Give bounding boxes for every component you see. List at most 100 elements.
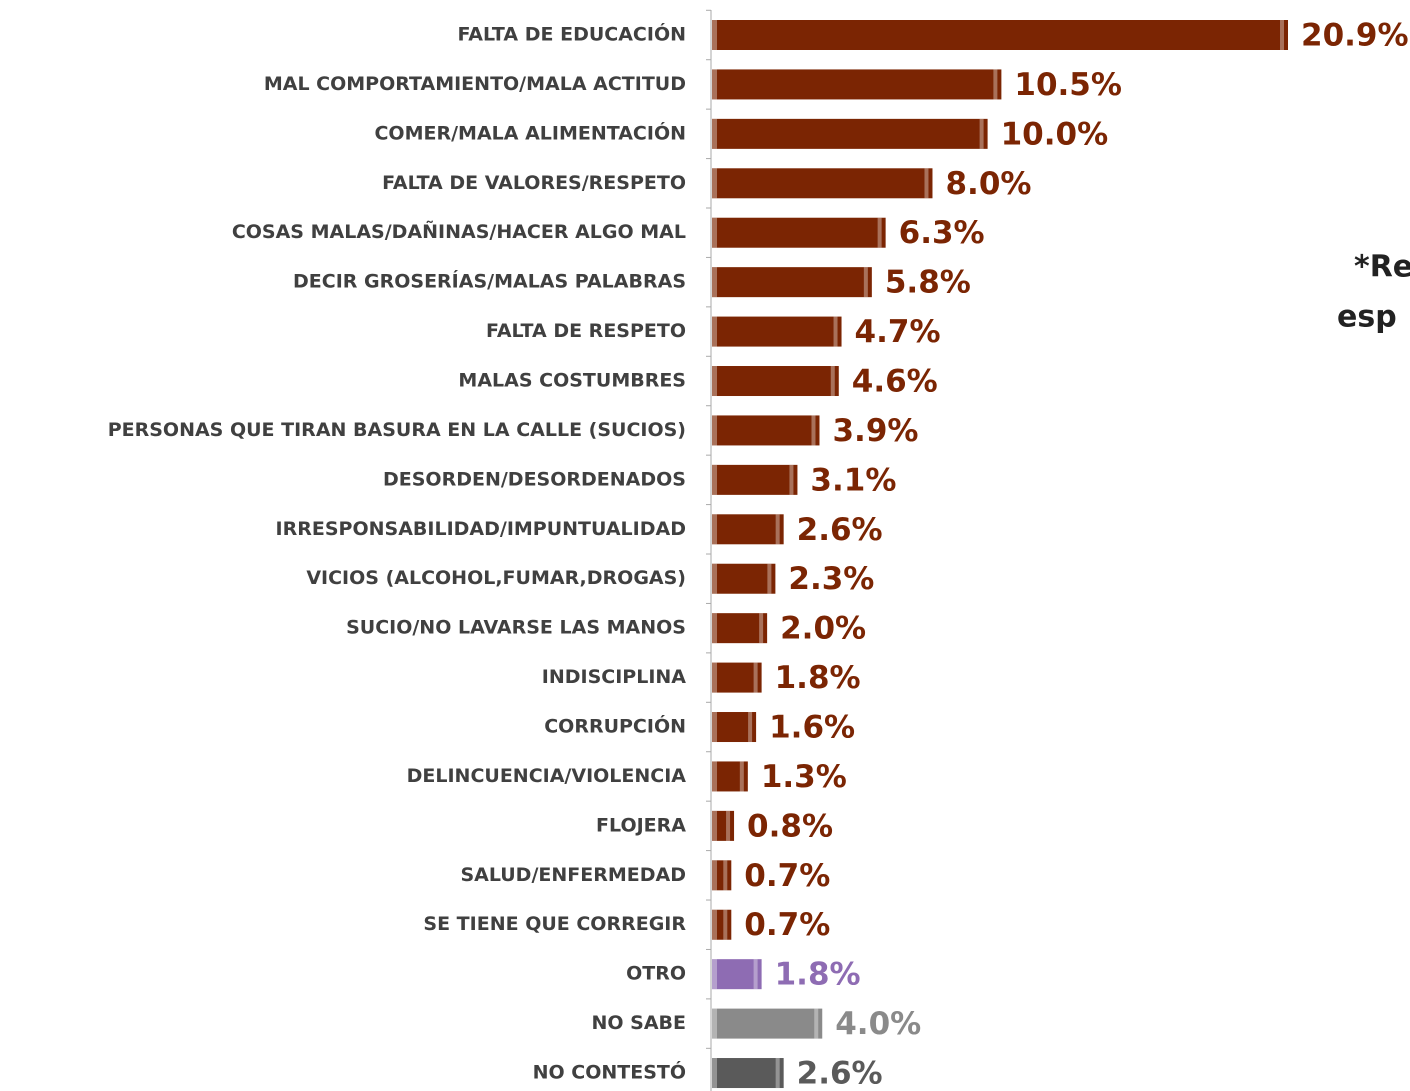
category-label: IRRESPONSABILIDAD/IMPUNTUALIDAD xyxy=(276,518,686,540)
bar xyxy=(712,267,872,298)
bar xyxy=(712,563,776,594)
value-label: 10.0% xyxy=(1001,116,1109,152)
bar-highlight xyxy=(712,168,717,199)
bar-highlight xyxy=(863,267,868,298)
bar-highlight xyxy=(712,415,717,446)
category-label: SALUD/ENFERMEDAD xyxy=(460,864,686,886)
category-label: SE TIENE QUE CORREGIR xyxy=(423,913,686,935)
bar xyxy=(712,1008,823,1039)
bar xyxy=(712,366,839,397)
bar-highlight xyxy=(723,909,728,940)
bar-highlight xyxy=(753,662,758,693)
value-label: 8.0% xyxy=(945,166,1031,202)
bar-highlight xyxy=(979,118,984,149)
category-label: MAL COMPORTAMIENTO/MALA ACTITUD xyxy=(264,73,686,95)
value-label: 0.7% xyxy=(744,858,830,894)
bar xyxy=(712,69,1002,100)
bar-highlight xyxy=(993,69,998,100)
bar xyxy=(712,1058,784,1089)
category-label: DESORDEN/DESORDENADOS xyxy=(383,468,686,490)
bar xyxy=(712,959,762,990)
bar-highlight xyxy=(723,860,728,891)
value-label: 10.5% xyxy=(1014,67,1122,103)
bar-highlight xyxy=(712,712,717,743)
value-label: 5.8% xyxy=(885,265,971,301)
bar-highlight xyxy=(712,860,717,891)
bar xyxy=(712,662,762,693)
bar-highlight xyxy=(712,20,717,50)
category-label: COMER/MALA ALIMENTACIÓN xyxy=(374,120,686,144)
bar-highlight xyxy=(712,810,717,841)
bar xyxy=(712,761,748,792)
annotation: esp xyxy=(1337,300,1397,335)
category-label: NO CONTESTÓ xyxy=(533,1060,686,1084)
value-label: 1.3% xyxy=(761,759,847,795)
bar xyxy=(712,909,732,940)
bar-highlight xyxy=(767,563,772,594)
value-label: 2.6% xyxy=(797,512,883,548)
category-label: FALTA DE RESPETO xyxy=(486,320,686,342)
category-label: SUCIO/NO LAVARSE LAS MANOS xyxy=(346,617,686,639)
bar-highlight xyxy=(712,563,717,594)
value-label: 4.0% xyxy=(835,1006,921,1042)
bar-highlight xyxy=(753,959,758,990)
bar xyxy=(712,168,933,199)
bar-highlight xyxy=(830,366,835,397)
category-label: NO SABE xyxy=(591,1012,686,1034)
bar xyxy=(712,810,735,841)
bar xyxy=(712,514,784,545)
bar-highlight xyxy=(789,464,794,495)
bar-highlight xyxy=(712,366,717,397)
bar xyxy=(712,860,732,891)
annotation: *Re xyxy=(1354,250,1410,285)
bar-highlight xyxy=(748,712,753,743)
bar-highlight xyxy=(877,217,882,248)
value-label: 1.8% xyxy=(775,660,861,696)
bar-highlight xyxy=(712,1008,717,1039)
bar-highlight xyxy=(712,217,717,248)
bar xyxy=(712,316,842,347)
bar-highlight xyxy=(712,464,717,495)
category-label: MALAS COSTUMBRES xyxy=(458,370,686,392)
category-label: FALTA DE VALORES/RESPETO xyxy=(382,172,686,194)
value-label: 2.3% xyxy=(788,561,874,597)
value-label: 6.3% xyxy=(899,215,985,251)
bar-highlight xyxy=(712,316,717,347)
bar-highlight xyxy=(712,1058,717,1089)
bar-highlight xyxy=(712,514,717,545)
bar-highlight xyxy=(759,613,764,644)
bar-highlight xyxy=(1280,20,1285,50)
value-label: 3.9% xyxy=(832,413,918,449)
bar xyxy=(712,20,1289,50)
category-label: OTRO xyxy=(626,963,686,985)
bar xyxy=(712,415,820,446)
value-label: 4.6% xyxy=(852,364,938,400)
bar-highlight xyxy=(739,761,744,792)
bar-highlight xyxy=(726,810,731,841)
bar-highlight xyxy=(712,761,717,792)
bar xyxy=(712,712,757,743)
category-label: PERSONAS QUE TIRAN BASURA EN LA CALLE (S… xyxy=(108,419,686,441)
category-label: FLOJERA xyxy=(596,814,686,836)
category-label: CORRUPCIÓN xyxy=(544,714,686,738)
value-label: 20.9% xyxy=(1301,18,1409,54)
bar-highlight xyxy=(924,168,929,199)
value-label: 1.8% xyxy=(775,957,861,993)
bar-highlight xyxy=(814,1008,819,1039)
category-label: DECIR GROSERÍAS/MALAS PALABRAS xyxy=(293,270,686,293)
bar xyxy=(712,464,798,495)
value-label: 4.7% xyxy=(855,314,941,350)
category-label: FALTA DE EDUCACIÓN xyxy=(457,22,686,46)
value-label: 1.6% xyxy=(769,710,855,746)
bar xyxy=(712,613,768,644)
bar-highlight xyxy=(775,514,780,545)
bar xyxy=(712,118,988,149)
bar-highlight xyxy=(712,613,717,644)
bar-highlight xyxy=(775,1058,780,1089)
bar-highlight xyxy=(811,415,816,446)
value-label: 3.1% xyxy=(810,462,896,498)
value-label: 0.7% xyxy=(744,907,830,943)
bar-highlight xyxy=(712,118,717,149)
